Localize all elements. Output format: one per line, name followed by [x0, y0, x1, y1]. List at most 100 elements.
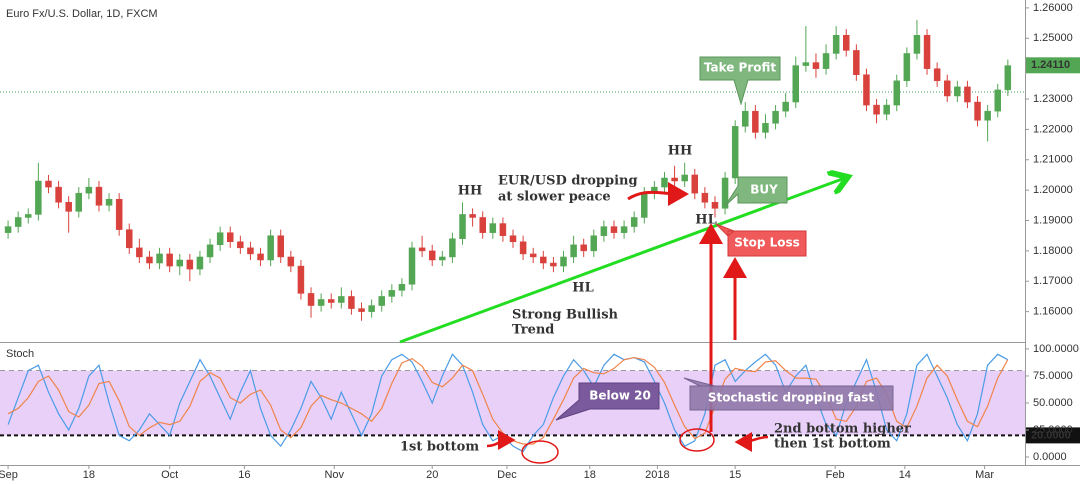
- candle-body: [499, 223, 507, 236]
- candle-body: [812, 62, 820, 69]
- candle-body: [398, 284, 406, 291]
- candle-body: [954, 86, 961, 97]
- candle-body: [822, 53, 830, 69]
- candle-body: [186, 259, 194, 270]
- candle-body: [277, 235, 284, 258]
- candle-body: [540, 256, 547, 264]
- candle-body: [883, 104, 890, 115]
- candle-body: [75, 192, 83, 212]
- candle-body: [519, 241, 527, 255]
- candle-body: [378, 296, 385, 306]
- annotation: then 1st bottom: [774, 437, 891, 452]
- y-tick-label: 25.0000: [1033, 424, 1073, 436]
- candle-body: [136, 247, 143, 258]
- candle-body: [287, 256, 295, 267]
- y-tick-label: 1.23000: [1033, 93, 1073, 105]
- x-tick-label: Feb: [826, 469, 845, 481]
- hh-label: HH: [668, 144, 693, 159]
- candle-body: [338, 296, 345, 303]
- x-tick-label: 14: [899, 469, 911, 481]
- candle-body: [418, 247, 426, 252]
- candle-body: [25, 214, 32, 218]
- candle-body: [469, 214, 476, 218]
- x-tick-label: 2018: [645, 469, 669, 481]
- candle-body: [317, 299, 325, 306]
- candle-body: [237, 241, 244, 249]
- candle-body: [55, 186, 62, 203]
- x-tick-label: 18: [83, 469, 95, 481]
- candle-body: [267, 235, 274, 261]
- candle-body: [226, 232, 234, 243]
- candle-body: [479, 217, 486, 233]
- candle-body: [206, 244, 214, 258]
- candle-body: [943, 80, 951, 97]
- candle-body: [762, 123, 769, 133]
- take-profit-label: Take Profit: [704, 61, 777, 75]
- candle-body: [4, 226, 12, 233]
- x-tick-label: 18: [584, 469, 596, 481]
- x-tick-label: Dec: [497, 469, 517, 481]
- candle-body: [984, 110, 991, 121]
- candle-body: [166, 253, 173, 267]
- candle-body: [792, 65, 800, 103]
- candle-body: [14, 217, 22, 227]
- candle-body: [853, 50, 860, 75]
- candle-body: [691, 174, 699, 194]
- candle-body: [408, 247, 416, 285]
- candle-body: [913, 34, 921, 54]
- y-tick-label: 100.0000: [1033, 343, 1079, 355]
- candle-body: [923, 34, 931, 69]
- annotation: Strong Bullish: [512, 308, 619, 323]
- candle-body: [782, 101, 789, 112]
- candle-body: [630, 217, 638, 227]
- candle-body: [307, 293, 315, 306]
- candle-body: [671, 177, 678, 182]
- hl-label: HL: [572, 281, 593, 296]
- candle-body: [105, 198, 113, 206]
- candle-body: [590, 235, 598, 252]
- x-tick-label: 16: [238, 469, 250, 481]
- y-tick-label: 1.17000: [1033, 275, 1073, 287]
- candle-body: [661, 177, 668, 188]
- candle-body: [742, 110, 749, 127]
- trend-line: [399, 178, 845, 344]
- y-tick-label: 1.18000: [1033, 245, 1073, 257]
- candle-body: [95, 186, 103, 206]
- candle-body: [560, 256, 567, 267]
- candle-body: [126, 229, 133, 249]
- candle-body: [368, 305, 375, 312]
- below-20-label: Below 20: [589, 389, 651, 403]
- candle-body: [449, 238, 456, 258]
- annotation: Trend: [512, 323, 554, 338]
- take-profit-callout: [699, 56, 781, 106]
- candle-body: [600, 226, 608, 236]
- candle-body: [529, 253, 537, 258]
- below-20-callout: [555, 382, 660, 421]
- stop-loss-callout: [715, 223, 807, 257]
- candle-body: [156, 253, 163, 264]
- candle-body: [752, 110, 759, 133]
- candle-body: [257, 253, 264, 261]
- candle-body: [1004, 65, 1012, 91]
- x-tick-label: Mar: [975, 469, 994, 481]
- candle-body: [731, 126, 739, 179]
- y-tick-label: 50.0000: [1033, 397, 1073, 409]
- stoch-label: Stochastic dropping fast: [708, 391, 874, 405]
- y-tick-label: 1.25000: [1033, 32, 1073, 44]
- buy-label: BUY: [750, 183, 778, 197]
- candle-body: [327, 299, 335, 303]
- y-tick-label: 1.20000: [1033, 184, 1073, 196]
- candle-body: [176, 259, 184, 267]
- red-arrow: [486, 430, 516, 451]
- candle-body: [65, 202, 72, 212]
- candle-body: [772, 110, 779, 124]
- candle-body: [216, 232, 224, 246]
- stoch-callout: [683, 377, 894, 411]
- last-price-box: [1026, 57, 1080, 74]
- y-tick-label: 1.26000: [1033, 2, 1073, 14]
- candle-body: [297, 265, 305, 294]
- candle-body: [802, 62, 810, 66]
- highlight-ellipse: [679, 428, 715, 452]
- y-tick-label: 1.22000: [1033, 123, 1073, 135]
